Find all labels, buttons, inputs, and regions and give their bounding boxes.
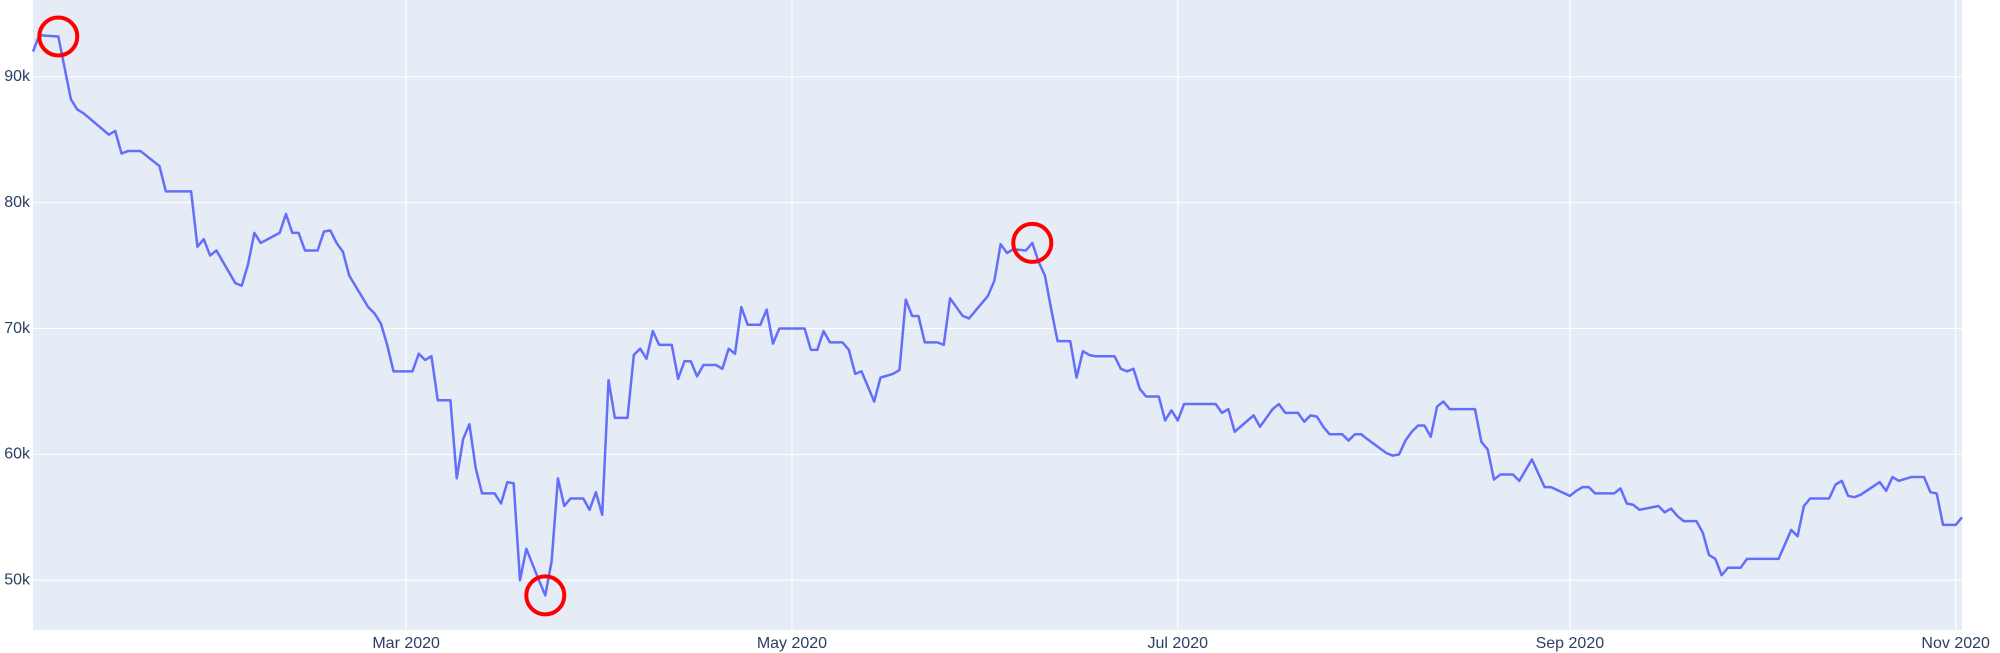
x-tick-label: Jul 2020 bbox=[1148, 635, 1209, 652]
highlight-circle bbox=[1011, 221, 1054, 264]
highlight-circle bbox=[524, 574, 567, 617]
tick-labels: 50k 60k 70k 80k 90k Mar 2020 May 2020 Jul 2020 S… bbox=[4, 68, 1990, 652]
highlight-circle bbox=[37, 15, 80, 58]
grid bbox=[33, 0, 1962, 630]
y-tick-label: 60k bbox=[4, 446, 31, 463]
plot-background bbox=[33, 0, 1962, 630]
y-tick-label: 90k bbox=[4, 68, 31, 85]
line-series bbox=[31, 33, 1963, 597]
marks bbox=[31, 15, 1963, 617]
x-tick-label: May 2020 bbox=[757, 635, 827, 652]
y-tick-label: 50k bbox=[4, 571, 31, 588]
y-tick-label: 70k bbox=[4, 320, 31, 337]
y-tick-label: 80k bbox=[4, 194, 31, 211]
x-tick-label: Nov 2020 bbox=[1921, 635, 1990, 652]
x-tick-label: Mar 2020 bbox=[372, 635, 440, 652]
x-tick-label: Sep 2020 bbox=[1536, 635, 1605, 652]
